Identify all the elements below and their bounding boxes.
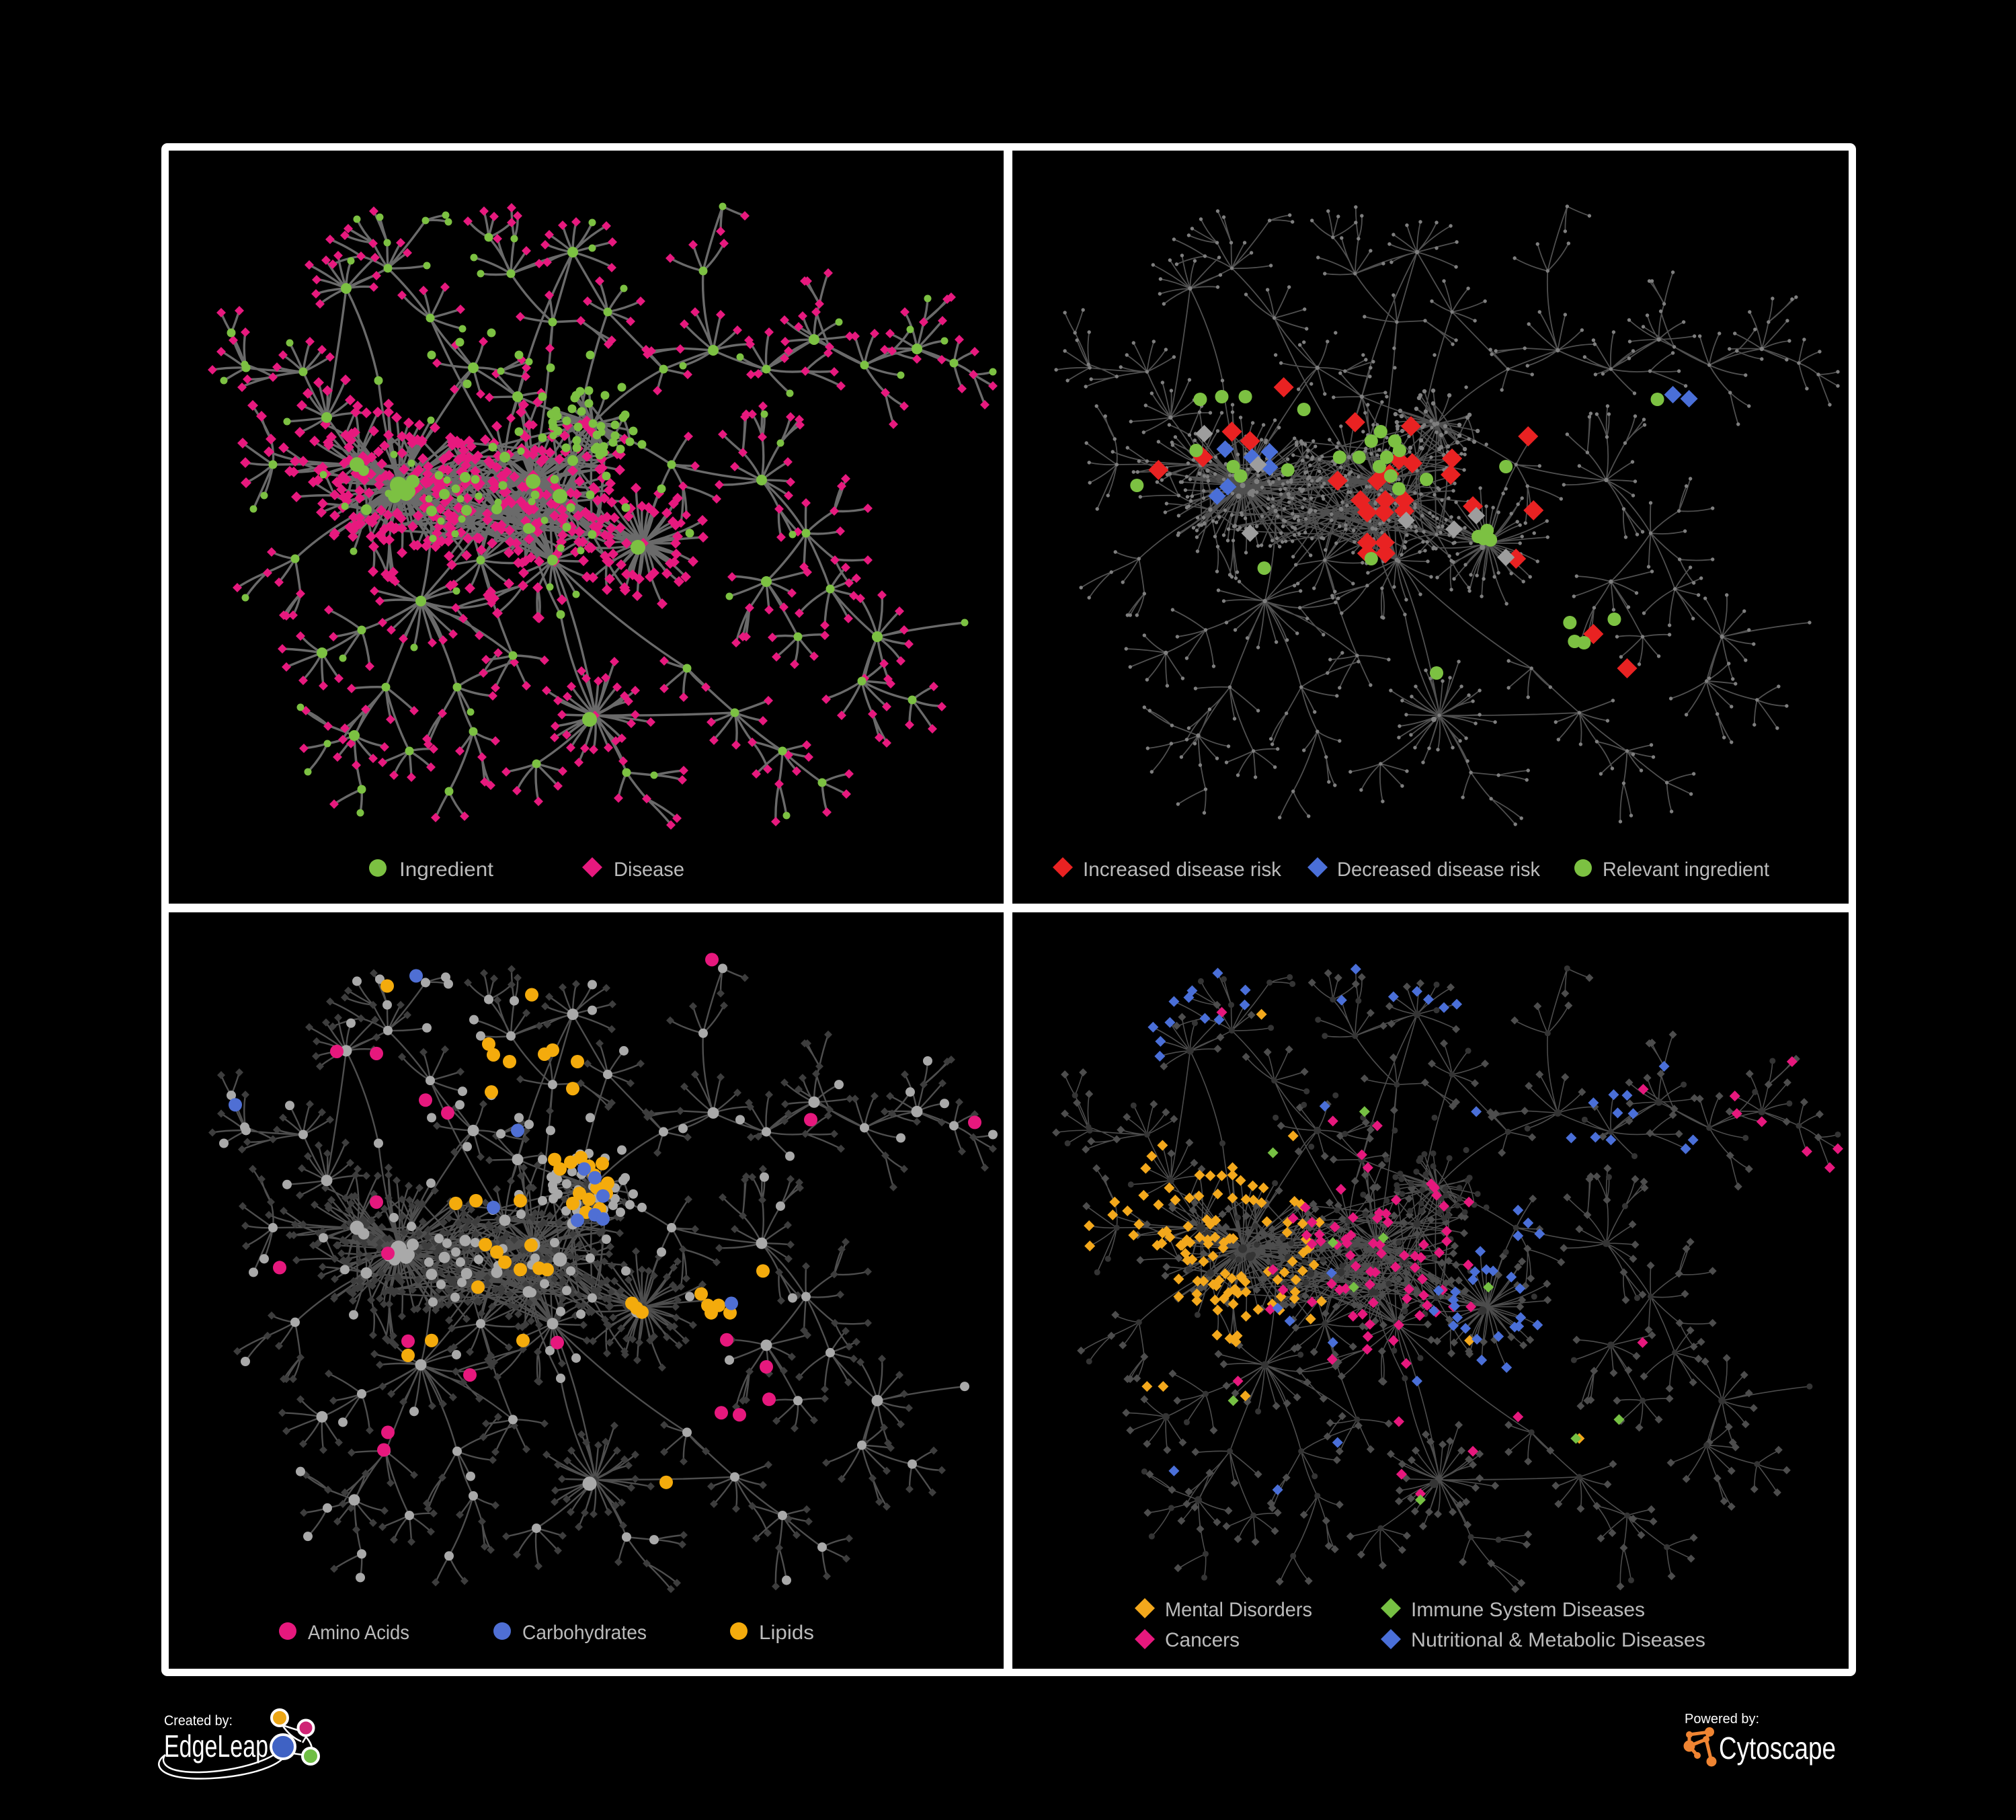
svg-text:Increased disease risk: Increased disease risk [1083, 859, 1282, 881]
svg-text:Amino Acids: Amino Acids [308, 1622, 409, 1644]
svg-text:Mental Disorders: Mental Disorders [1165, 1599, 1312, 1621]
svg-text:Immune System Diseases: Immune System Diseases [1411, 1599, 1645, 1621]
svg-text:Carbohydrates: Carbohydrates [522, 1622, 647, 1644]
svg-text:Ingredient: Ingredient [399, 859, 494, 881]
svg-text:Cancers: Cancers [1165, 1629, 1240, 1651]
svg-text:Powered by:: Powered by: [1685, 1712, 1759, 1727]
svg-text:Decreased disease risk: Decreased disease risk [1337, 859, 1541, 881]
svg-text:Nutritional & Metabolic Diseas: Nutritional & Metabolic Diseases [1411, 1629, 1705, 1651]
svg-text:Relevant ingredient: Relevant ingredient [1603, 859, 1770, 881]
svg-text:Created by:: Created by: [164, 1713, 233, 1729]
svg-text:Cytoscape: Cytoscape [1719, 1731, 1836, 1766]
svg-text:Lipids: Lipids [759, 1622, 814, 1644]
svg-text:Disease: Disease [614, 859, 684, 881]
svg-text:EdgeLeap: EdgeLeap [164, 1729, 268, 1764]
